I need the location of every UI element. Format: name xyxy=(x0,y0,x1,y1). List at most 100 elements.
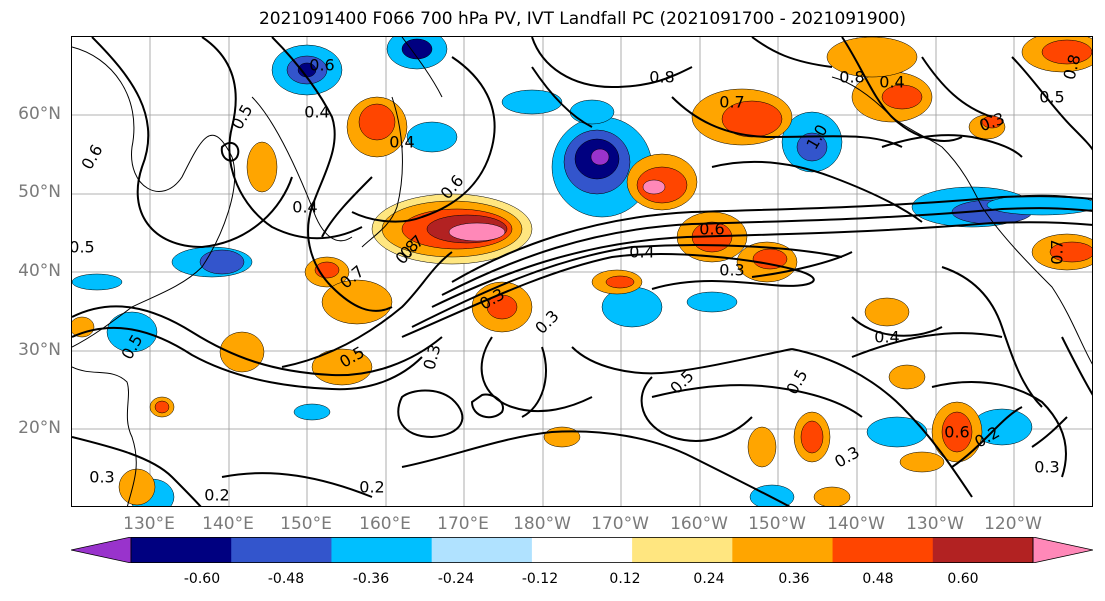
contour-label: 0.6 xyxy=(77,141,106,173)
anomaly-pos-21b xyxy=(941,411,973,453)
anomaly-pos-15b xyxy=(605,275,635,289)
anomaly-neg-9 xyxy=(686,291,738,313)
anomaly-neg-4b xyxy=(796,132,828,162)
contour-label: 0.5 xyxy=(72,238,95,257)
colorbar-tick: 0.36 xyxy=(778,571,810,587)
lon-label-120w: 120°W xyxy=(984,514,1042,534)
lon-label-140e: 140°E xyxy=(202,514,254,534)
anomaly-pos-19b xyxy=(800,420,824,454)
lon-label-160w: 160°W xyxy=(670,514,728,534)
anomaly-neg-12 xyxy=(106,311,158,353)
colorbar-segment xyxy=(732,537,834,563)
anomaly-neg-17 xyxy=(293,403,331,421)
anomaly-neg-18 xyxy=(749,484,795,506)
contour-label: 0.7 xyxy=(1048,239,1067,264)
anomaly-pos-18b xyxy=(154,400,170,414)
anomaly-neg-7 xyxy=(569,99,615,125)
contour-label: 0.3 xyxy=(89,468,114,487)
colorbar-segment xyxy=(431,537,533,563)
anomaly-neg-3d xyxy=(590,148,610,166)
anomaly-pos-8b xyxy=(1041,39,1092,65)
anomaly-neg-11 xyxy=(72,273,123,291)
colorbar-tick: 0.48 xyxy=(862,571,894,587)
colorbar xyxy=(71,537,1093,563)
colorbar-tick: 0.12 xyxy=(609,571,641,587)
anomaly-pos-6b xyxy=(881,84,923,110)
anomaly-pos-5b xyxy=(752,248,788,270)
anomaly-pos-20 xyxy=(747,426,777,468)
anomaly-pos-16 xyxy=(311,348,373,386)
anomaly-pos-10b xyxy=(358,103,396,141)
colorbar-segment xyxy=(131,537,232,563)
anomaly-pos-27 xyxy=(72,316,95,338)
anomaly-pos-30 xyxy=(813,486,851,506)
anomaly-pos-3b xyxy=(721,100,783,138)
contour-label: 0.3 xyxy=(831,442,863,471)
contour-label: 0.6 xyxy=(944,423,969,442)
pv-contours xyxy=(72,37,1092,506)
anomaly-pos-25 xyxy=(543,426,581,448)
contour-label: 0.6 xyxy=(309,56,334,75)
anomaly-pos-14b xyxy=(486,294,518,320)
contour-label: 0.7 xyxy=(719,93,744,112)
lon-label-180w: 180°W xyxy=(513,514,571,534)
contour-label: 0.4 xyxy=(304,103,329,122)
lat-label-40n: 40°N xyxy=(18,261,61,281)
lon-label-130e: 130°E xyxy=(123,514,175,534)
contour-label: 0.3 xyxy=(420,342,445,372)
anomaly-neg-2b xyxy=(401,38,433,60)
contour-label: 0.4 xyxy=(389,133,414,152)
lon-label-130w: 130°W xyxy=(906,514,964,534)
colorbar-tick: 0.24 xyxy=(693,571,725,587)
colorbar-segment xyxy=(531,537,633,563)
anomaly-pos-7 xyxy=(826,37,918,78)
anomaly-neg-19 xyxy=(406,121,458,153)
lat-label-20n: 20°N xyxy=(18,418,61,438)
anomaly-neg-13 xyxy=(199,249,245,275)
contour-label: 0.3 xyxy=(719,261,744,280)
contour-label: 0.8 xyxy=(649,68,674,87)
anomaly-neg-20 xyxy=(501,89,563,115)
contour-label: 0.2 xyxy=(359,478,384,497)
chart-title: 2021091400 F066 700 hPa PV, IVT Landfall… xyxy=(258,9,906,29)
lon-label-160e: 160°E xyxy=(359,514,411,534)
lon-label-140w: 140°W xyxy=(827,514,885,534)
contour-label: 0.8 xyxy=(839,68,864,87)
colorbar-segment xyxy=(632,537,733,563)
map-svg: 0.60.80.40.50.60.40.50.80.71.00.40.80.70… xyxy=(72,37,1092,506)
anomaly-pos-2c xyxy=(642,179,666,195)
colorbar-tick: -0.12 xyxy=(521,571,559,587)
contour-label: 0.2 xyxy=(204,486,229,505)
colorbar-segment xyxy=(231,537,332,563)
colorbar-extend-min xyxy=(71,537,132,563)
anomaly-neg-14 xyxy=(866,416,928,448)
colorbar-tick: -0.36 xyxy=(352,571,390,587)
anomaly-pos-1e xyxy=(448,222,506,242)
positive-anomaly-fills xyxy=(72,37,1092,506)
lon-label-150w: 150°W xyxy=(748,514,806,534)
contour-label: 0.3 xyxy=(1034,458,1059,477)
anomaly-neg-6 xyxy=(986,194,1092,216)
anomaly-pos-22 xyxy=(888,364,926,390)
lon-label-150e: 150°E xyxy=(280,514,332,534)
lat-label-60n: 60°N xyxy=(18,104,61,124)
map-panel: 0.60.80.40.50.60.40.50.80.71.00.40.80.70… xyxy=(71,36,1093,507)
colorbar-extend-max xyxy=(1032,537,1093,563)
anomaly-pos-9b xyxy=(1049,241,1092,263)
colorbar-segment xyxy=(832,537,934,563)
anomaly-pos-17 xyxy=(219,331,265,373)
lat-label-50n: 50°N xyxy=(18,182,61,202)
contour-label: 0.3 xyxy=(531,306,562,337)
colorbar-tick: -0.60 xyxy=(183,571,221,587)
contour-label: 0.4 xyxy=(874,328,899,347)
contour-label: 0.4 xyxy=(292,198,317,217)
lon-label-170w: 170°W xyxy=(591,514,649,534)
anomaly-pos-11 xyxy=(246,141,278,193)
colorbar-tick: 0.60 xyxy=(947,571,979,587)
anomaly-pos-23 xyxy=(864,297,910,327)
contour-label: 0.4 xyxy=(629,243,654,262)
colorbar-segment xyxy=(932,537,1034,563)
contour-label: 0.4 xyxy=(879,73,904,92)
colorbar-tick: -0.24 xyxy=(437,571,475,587)
colorbar-outline xyxy=(130,537,1034,563)
